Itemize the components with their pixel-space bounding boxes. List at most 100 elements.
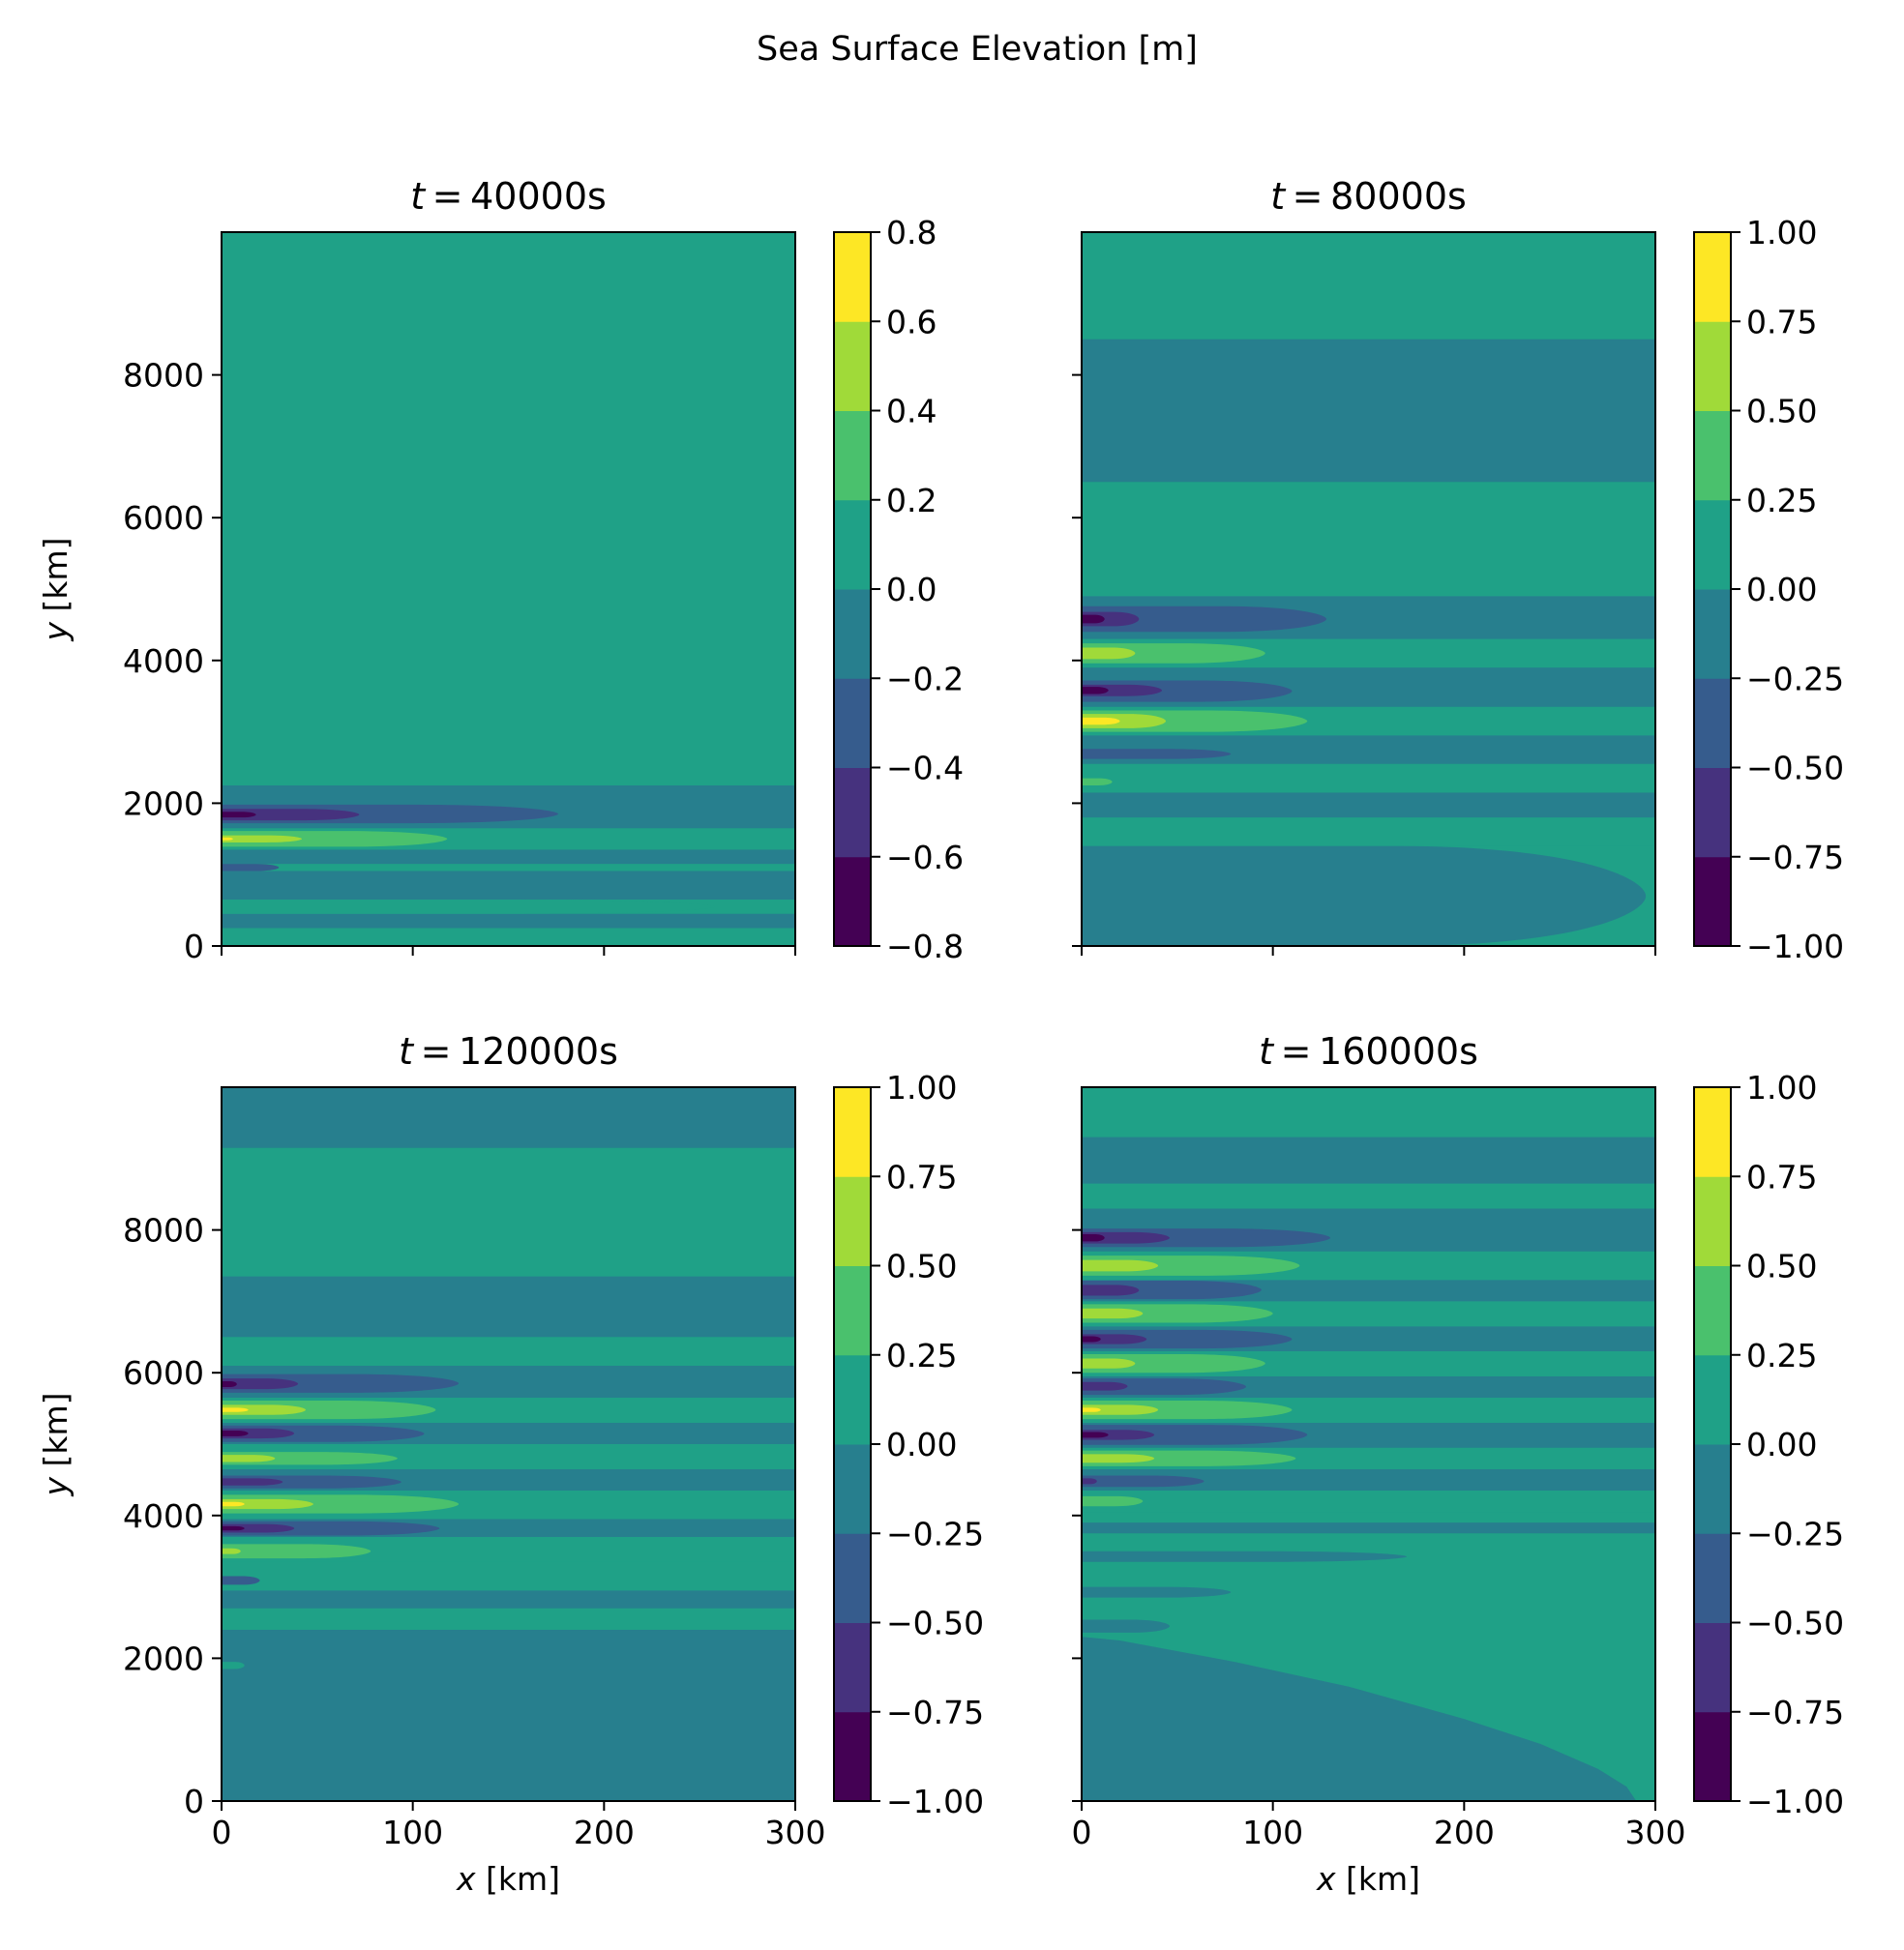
colorbar-segment — [1694, 1087, 1731, 1177]
panel-title-text: = 80000s — [1285, 175, 1467, 218]
contour-band — [1082, 1358, 1136, 1369]
panel-title: t = 80000s — [1270, 175, 1467, 218]
contour-band — [222, 1404, 306, 1415]
contour-band — [222, 835, 303, 842]
contour-band — [222, 1452, 398, 1465]
colorbar-segment — [834, 232, 871, 322]
panel-title-var: t — [1270, 175, 1287, 218]
figure-suptitle: Sea Surface Elevation [m] — [757, 30, 1198, 69]
y-axis-label-var: y — [37, 622, 74, 642]
colorbar-segment — [834, 1533, 871, 1623]
colorbar-segment — [834, 1711, 871, 1802]
colorbar-segment — [834, 1176, 871, 1266]
contour-plot-area — [1082, 1087, 1655, 1801]
colorbar-segment — [834, 767, 871, 858]
colorbar-segment — [1694, 767, 1731, 858]
y-tick-label: 4000 — [123, 1497, 204, 1535]
y-axis-label-var: y — [37, 1477, 74, 1497]
contour-band — [222, 1590, 795, 1609]
colorbar-tick-label: −0.8 — [886, 928, 964, 965]
y-tick-label: 4000 — [123, 642, 204, 680]
y-axis-label-text: [km] — [37, 1392, 74, 1477]
colorbar-tick-label: 0.6 — [886, 303, 937, 340]
colorbar-tick-label: 0.25 — [886, 1337, 957, 1374]
colorbar-segment — [1694, 1444, 1731, 1534]
colorbar-segment — [1694, 589, 1731, 679]
contour-band — [222, 1498, 313, 1510]
contour-band — [222, 1544, 372, 1559]
contour-band — [222, 1576, 260, 1585]
contour-band — [1082, 1454, 1155, 1463]
colorbar-tick-label: 0.50 — [1746, 393, 1817, 430]
x-axis-label-text: [km] — [476, 1860, 561, 1898]
colorbar-tick-label: −0.75 — [1746, 1694, 1844, 1731]
contour-band — [1082, 1468, 1655, 1491]
contour-band — [1082, 845, 1647, 946]
colorbar-tick-label: 0.8 — [886, 214, 937, 251]
x-tick-label: 200 — [1434, 1814, 1495, 1851]
panel-t-160000: 0 100 200 300 t = 160000s x [km] −1.00 −0.75 −0.… — [1072, 1030, 1845, 1898]
colorbar-tick-label: 0.00 — [1746, 571, 1817, 608]
colorbar-tick-label: 0.00 — [1746, 1426, 1817, 1463]
contour-band — [1082, 1407, 1101, 1412]
contour-band — [1082, 687, 1109, 694]
colorbar-segment — [834, 856, 871, 947]
colorbar-segment — [1694, 1711, 1731, 1802]
contour-band — [1082, 717, 1120, 725]
colorbar-segment — [834, 1622, 871, 1713]
contour-band — [222, 1536, 795, 1562]
colorbar-tick-label: 0.75 — [1746, 1158, 1817, 1196]
contour-band — [1082, 1334, 1147, 1344]
x-axis-label-var: x — [1316, 1860, 1336, 1898]
contour-band — [1082, 1137, 1655, 1184]
colorbar-tick-label: 1.00 — [1746, 214, 1817, 251]
contour-band — [1082, 1404, 1159, 1415]
contour-band — [222, 1629, 795, 1801]
panel-title: t = 40000s — [410, 175, 607, 218]
colorbar-segment — [1694, 232, 1731, 322]
panel-title-var: t — [1259, 1030, 1275, 1073]
colorbar-segment — [1694, 678, 1731, 768]
contour-band — [222, 809, 360, 821]
colorbar-tick-label: 0.50 — [886, 1248, 957, 1285]
x-tick-label: 0 — [1072, 1814, 1092, 1851]
x-tick-label: 100 — [1242, 1814, 1303, 1851]
colorbar-tick-label: 0.25 — [1746, 1337, 1817, 1374]
contour-band — [1082, 1551, 1408, 1562]
colorbar-segment — [834, 321, 871, 411]
contour-band — [222, 812, 256, 818]
contour-band — [1082, 1378, 1246, 1396]
colorbar-segment — [1694, 410, 1731, 501]
contour-plot-area — [222, 1087, 795, 1801]
x-axis-label-text: [km] — [1336, 1860, 1421, 1898]
y-axis-label: y [km] — [37, 537, 74, 641]
contour-band — [222, 1455, 276, 1462]
contour-band — [1082, 1308, 1144, 1319]
colorbar-tick-label: 0.00 — [886, 1426, 957, 1463]
colorbar-tick-label: 0.75 — [886, 1158, 957, 1196]
contour-band — [1082, 1495, 1144, 1507]
contour-band — [1082, 735, 1655, 764]
contour-band — [222, 900, 715, 914]
panel-title-text: = 40000s — [425, 175, 607, 218]
contour-band — [1082, 1336, 1101, 1343]
contour-band — [1082, 1619, 1170, 1633]
contour-band — [222, 1478, 283, 1486]
y-tick-label: 6000 — [123, 499, 204, 537]
contour-band — [1082, 1478, 1097, 1485]
contour-band — [222, 1501, 245, 1507]
colorbar-tick-label: −0.75 — [1746, 839, 1844, 876]
contour-band — [222, 1561, 795, 1591]
x-axis-label-var: x — [456, 1860, 476, 1898]
contour-band — [222, 1523, 295, 1533]
contour-band — [222, 849, 795, 865]
x-tick-label: 0 — [212, 1814, 232, 1851]
colorbar-segment — [834, 1087, 871, 1177]
colorbar-tick-label: 0.50 — [1746, 1248, 1817, 1285]
contour-wedge — [1082, 1637, 1637, 1801]
x-tick-label: 200 — [574, 1814, 635, 1851]
axes-frame — [221, 231, 796, 947]
colorbar-segment — [1694, 1265, 1731, 1356]
x-tick-label: 300 — [1625, 1814, 1686, 1851]
